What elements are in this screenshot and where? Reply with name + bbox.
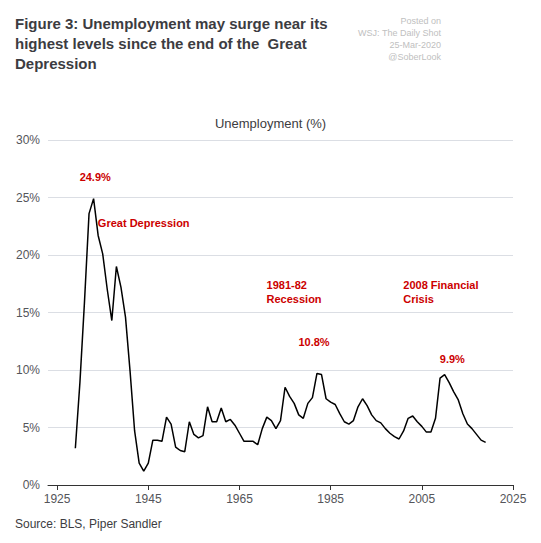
svg-text:1985: 1985 <box>317 492 344 506</box>
svg-text:1925: 1925 <box>44 492 71 506</box>
svg-text:24.9%: 24.9% <box>80 171 111 183</box>
svg-text:5%: 5% <box>23 421 41 435</box>
svg-text:1981-82: 1981-82 <box>267 279 307 291</box>
svg-text:Posted on: Posted on <box>400 16 441 26</box>
svg-text:Recession: Recession <box>267 293 322 305</box>
svg-text:Source: BLS, Piper Sandler: Source: BLS, Piper Sandler <box>15 517 162 531</box>
svg-text:2025: 2025 <box>500 492 527 506</box>
svg-text:10%: 10% <box>16 363 40 377</box>
svg-text:@SoberLook: @SoberLook <box>388 52 441 62</box>
svg-text:15%: 15% <box>16 306 40 320</box>
svg-text:Crisis: Crisis <box>403 293 434 305</box>
svg-text:30%: 30% <box>16 133 40 147</box>
svg-text:Great Depression: Great Depression <box>98 217 190 229</box>
svg-text:2008 Financial: 2008 Financial <box>403 279 478 291</box>
svg-text:10.8%: 10.8% <box>298 336 329 348</box>
svg-text:Unemployment (%): Unemployment (%) <box>215 116 326 131</box>
svg-text:2005: 2005 <box>408 492 435 506</box>
svg-text:Figure 3: Unemployment may sur: Figure 3: Unemployment may surge near it… <box>15 15 328 32</box>
svg-text:1945: 1945 <box>135 492 162 506</box>
svg-text:25-Mar-2020: 25-Mar-2020 <box>389 40 441 50</box>
svg-text:WSJ: The Daily Shot: WSJ: The Daily Shot <box>358 28 441 38</box>
svg-text:1965: 1965 <box>226 492 253 506</box>
svg-text:20%: 20% <box>16 248 40 262</box>
svg-text:highest levels since the end o: highest levels since the end of the Grea… <box>15 35 307 52</box>
svg-text:Depression: Depression <box>15 55 97 72</box>
svg-text:0%: 0% <box>23 478 41 492</box>
svg-text:9.9%: 9.9% <box>440 353 465 365</box>
svg-text:25%: 25% <box>16 191 40 205</box>
